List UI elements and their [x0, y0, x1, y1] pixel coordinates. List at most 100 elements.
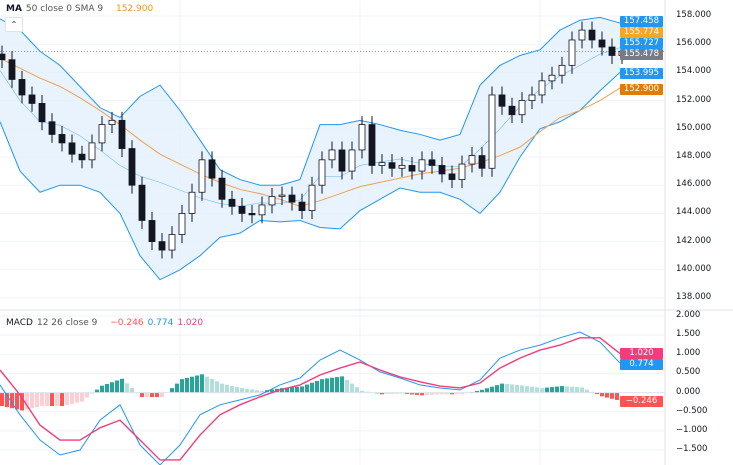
histogram-badge: −0.246	[620, 396, 663, 407]
candle	[158, 241, 166, 251]
macd-tick-label: −1.000	[676, 424, 708, 435]
candle	[458, 163, 466, 180]
macd-histogram-bar	[230, 385, 234, 393]
macd-legend-name: MACD	[6, 318, 33, 328]
macd-histogram-bar	[425, 392, 429, 396]
macd-histogram-bar	[120, 378, 124, 393]
macd-histogram-bar	[345, 379, 349, 393]
price-tick-label: 140.000	[676, 263, 712, 274]
macd-legend: MACD 12 26 close 9 −0.246 0.774 1.020	[6, 318, 207, 328]
candle	[78, 153, 86, 161]
collapse-legend-button[interactable]: ⌃	[5, 17, 23, 32]
bb-upper-badge: 157.458	[620, 16, 663, 27]
macd-histogram-bar	[455, 392, 459, 395]
candle	[88, 142, 96, 161]
macd-histogram-bar	[105, 383, 109, 393]
candle	[318, 159, 326, 186]
macd-histogram-bar	[380, 392, 384, 395]
candle	[68, 142, 76, 155]
price-tick-label: 142.000	[676, 235, 712, 246]
macd-histogram-bar	[350, 383, 354, 393]
macd-histogram-bar	[360, 390, 364, 393]
macd-histogram-bar	[280, 388, 284, 393]
macd-histogram-bar	[130, 387, 134, 393]
macd-histogram-bar	[110, 382, 114, 393]
ma-legend-name: MA	[6, 4, 22, 14]
price-legend: MA 50 close 0 SMA 9 152.900	[6, 4, 157, 14]
bollinger-band-fill	[0, 17, 620, 280]
macd-tick-label: 0.000	[676, 386, 701, 397]
macd-histogram-bar	[195, 375, 199, 393]
ma-legend-value: 152.900	[115, 4, 154, 14]
candle	[548, 74, 556, 82]
candle	[248, 212, 256, 216]
candle	[348, 149, 356, 172]
candle	[168, 234, 176, 251]
macd-tick-label: −0.500	[676, 405, 708, 416]
signal-line	[0, 337, 621, 461]
macd-value: 0.774	[147, 318, 174, 328]
candle	[508, 105, 516, 116]
candle	[498, 94, 506, 107]
macd-histogram-bar	[575, 387, 579, 393]
candle	[388, 162, 396, 169]
macd-histogram-bar	[70, 392, 74, 404]
macd-histogram-bar	[560, 386, 564, 393]
macd-histogram-bar	[580, 387, 584, 393]
bollinger-lower-line	[0, 72, 621, 281]
macd-histogram-bar	[550, 387, 554, 393]
macd-histogram-bar	[235, 386, 239, 393]
macd-histogram-bar	[485, 388, 489, 393]
bb-basis-badge: 155.727	[620, 38, 663, 49]
candle	[578, 29, 586, 41]
candle	[448, 173, 456, 180]
macd-histogram-bar	[205, 376, 209, 393]
price-tick-label: 152.000	[676, 94, 712, 105]
candle	[398, 165, 406, 169]
macd-histogram-bar	[545, 387, 549, 393]
macd-histogram-bar	[240, 388, 244, 393]
macd-histogram-bar	[180, 379, 184, 393]
macd-histogram-bar	[0, 392, 4, 407]
macd-histogram-bar	[250, 389, 254, 393]
macd-histogram-bar	[615, 392, 619, 400]
macd-histogram-bar	[210, 378, 214, 393]
candle	[368, 124, 376, 166]
macd-tick-label: 0.500	[676, 367, 701, 378]
price-tick-label: 146.000	[676, 179, 712, 190]
macd-histogram-bar	[610, 392, 614, 399]
macd-histogram-bar	[395, 392, 399, 394]
macd-histogram-bar	[400, 392, 404, 394]
macd-histogram-bar	[565, 386, 569, 393]
macd-histogram-bar	[410, 392, 414, 395]
chevron-up-icon: ⌃	[10, 20, 18, 29]
ma-legend-params: 50 close 0 SMA 9	[25, 4, 104, 14]
macd-signal-value: 1.020	[177, 318, 204, 328]
price-tick-label: 138.000	[676, 292, 712, 302]
price-tick-label: 158.000	[676, 10, 712, 20]
ma-badge: 152.900	[620, 84, 663, 95]
candle	[148, 220, 156, 242]
candle	[268, 196, 276, 206]
macd-histogram-bar	[90, 392, 94, 394]
macd-histogram-bar	[495, 385, 499, 393]
price-tick-label: 144.000	[676, 207, 712, 218]
macd-histogram-bar	[170, 388, 174, 393]
macd-histogram-bar	[10, 392, 14, 409]
macd-histogram-bar	[325, 378, 329, 393]
candle	[8, 59, 16, 80]
macd-histogram-bar	[220, 383, 224, 393]
macd-histogram-bar	[320, 379, 324, 393]
macd-tick-label: 2.000	[676, 310, 701, 320]
price-tick-label: 156.000	[676, 38, 712, 49]
candle	[218, 177, 226, 200]
macd-histogram-bar	[595, 392, 599, 395]
macd-histogram-bar	[185, 377, 189, 393]
candle	[328, 149, 336, 161]
candle	[378, 162, 386, 166]
macd-histogram-bar	[285, 387, 289, 393]
candle	[178, 212, 186, 235]
candle	[608, 46, 616, 56]
